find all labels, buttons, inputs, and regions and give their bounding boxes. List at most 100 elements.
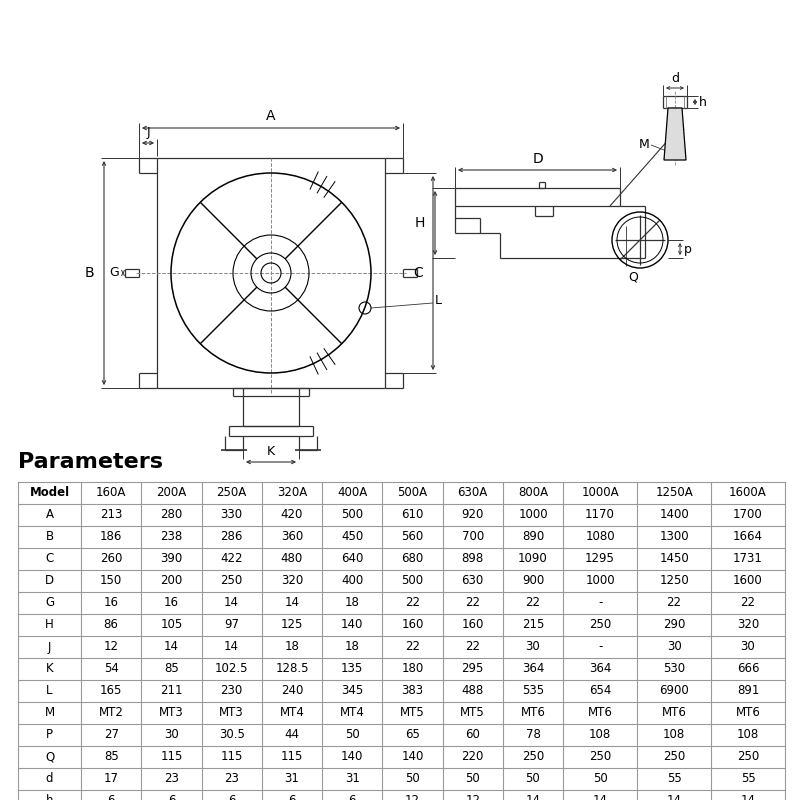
Text: 22: 22 (405, 597, 420, 610)
Text: 30: 30 (526, 641, 540, 654)
Text: 186: 186 (100, 530, 122, 543)
Text: 800A: 800A (518, 486, 548, 499)
Text: 14: 14 (224, 641, 239, 654)
Text: 6900: 6900 (659, 685, 689, 698)
Text: 27: 27 (104, 729, 118, 742)
Text: 383: 383 (402, 685, 423, 698)
Text: 16: 16 (104, 597, 118, 610)
Text: d: d (671, 72, 679, 85)
Text: 700: 700 (462, 530, 484, 543)
Text: 140: 140 (341, 750, 363, 763)
Text: 160A: 160A (96, 486, 126, 499)
Text: 22: 22 (741, 597, 755, 610)
Text: 31: 31 (285, 773, 299, 786)
Text: MT4: MT4 (279, 706, 304, 719)
Text: 102.5: 102.5 (215, 662, 249, 675)
Text: 560: 560 (402, 530, 423, 543)
Text: 140: 140 (402, 750, 424, 763)
Text: 14: 14 (526, 794, 541, 800)
Text: 400A: 400A (337, 486, 367, 499)
Text: MT6: MT6 (662, 706, 686, 719)
Text: 640: 640 (341, 553, 363, 566)
Polygon shape (664, 108, 686, 160)
Text: 6: 6 (168, 794, 175, 800)
Text: 230: 230 (221, 685, 242, 698)
Text: 22: 22 (466, 641, 480, 654)
Text: 1300: 1300 (659, 530, 689, 543)
Text: 125: 125 (281, 618, 303, 631)
Text: 50: 50 (526, 773, 540, 786)
Text: 250: 250 (221, 574, 242, 587)
Text: C: C (414, 266, 423, 280)
Text: 30: 30 (741, 641, 755, 654)
Text: 50: 50 (593, 773, 607, 786)
Text: 420: 420 (281, 509, 303, 522)
Text: 666: 666 (737, 662, 759, 675)
Text: 345: 345 (341, 685, 363, 698)
Text: 14: 14 (285, 597, 299, 610)
Text: L: L (435, 294, 442, 306)
Text: 364: 364 (522, 662, 544, 675)
Text: 250: 250 (522, 750, 544, 763)
Text: h: h (46, 794, 54, 800)
Text: 30: 30 (164, 729, 178, 742)
Text: 17: 17 (104, 773, 118, 786)
Text: 1000: 1000 (586, 574, 615, 587)
Text: 108: 108 (589, 729, 611, 742)
Text: 1731: 1731 (733, 553, 763, 566)
Text: 14: 14 (164, 641, 179, 654)
Text: 55: 55 (741, 773, 755, 786)
Text: 898: 898 (462, 553, 484, 566)
Text: 180: 180 (402, 662, 423, 675)
Text: 115: 115 (160, 750, 182, 763)
Text: 1000A: 1000A (582, 486, 619, 499)
Text: 250A: 250A (217, 486, 246, 499)
Text: -: - (598, 641, 602, 654)
Text: 250: 250 (589, 750, 611, 763)
Text: 320: 320 (281, 574, 303, 587)
Text: B: B (46, 530, 54, 543)
Text: 1090: 1090 (518, 553, 548, 566)
Text: MT6: MT6 (735, 706, 761, 719)
Text: 211: 211 (160, 685, 182, 698)
Text: 1700: 1700 (733, 509, 763, 522)
Text: 1295: 1295 (585, 553, 615, 566)
Text: 1170: 1170 (585, 509, 615, 522)
Text: 22: 22 (405, 641, 420, 654)
Text: 12: 12 (405, 794, 420, 800)
Text: 6: 6 (288, 794, 296, 800)
Text: 630A: 630A (458, 486, 488, 499)
Text: 115: 115 (281, 750, 303, 763)
Text: 78: 78 (526, 729, 541, 742)
Text: 14: 14 (593, 794, 607, 800)
Text: MT5: MT5 (400, 706, 425, 719)
Text: 280: 280 (160, 509, 182, 522)
Text: M: M (638, 138, 649, 151)
Text: 260: 260 (100, 553, 122, 566)
Text: A: A (46, 509, 54, 522)
Text: G: G (110, 266, 119, 279)
Text: 680: 680 (402, 553, 423, 566)
Text: 14: 14 (666, 794, 682, 800)
Text: L: L (46, 685, 53, 698)
Text: 215: 215 (522, 618, 544, 631)
Text: 50: 50 (405, 773, 420, 786)
Text: 16: 16 (164, 597, 179, 610)
Text: 290: 290 (663, 618, 686, 631)
Text: Model: Model (30, 486, 70, 499)
Text: 422: 422 (221, 553, 243, 566)
Text: 50: 50 (345, 729, 359, 742)
Text: 1250A: 1250A (655, 486, 693, 499)
Text: 488: 488 (462, 685, 484, 698)
Text: 530: 530 (663, 662, 685, 675)
Text: 65: 65 (405, 729, 420, 742)
Text: MT4: MT4 (340, 706, 365, 719)
Text: 250: 250 (737, 750, 759, 763)
Text: G: G (45, 597, 54, 610)
Text: 330: 330 (221, 509, 242, 522)
Text: J: J (48, 641, 51, 654)
Text: K: K (46, 662, 54, 675)
Text: 60: 60 (466, 729, 480, 742)
Text: 1400: 1400 (659, 509, 689, 522)
Text: MT3: MT3 (219, 706, 244, 719)
